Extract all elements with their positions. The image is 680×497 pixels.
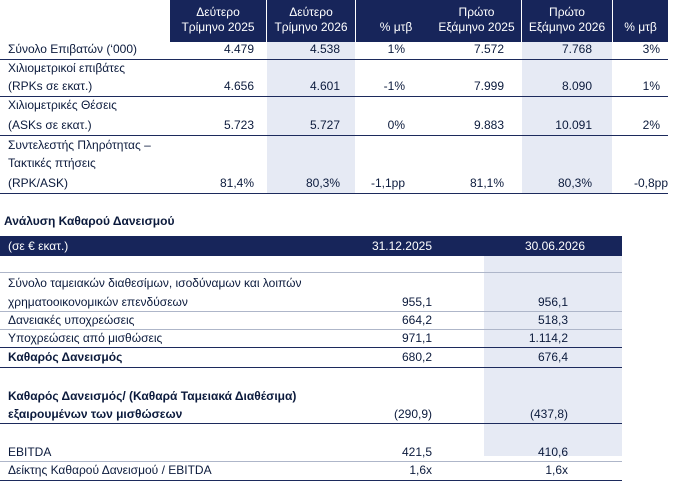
cell-value: 971,1 xyxy=(401,331,432,345)
row-divider xyxy=(0,272,622,273)
col-header-h1-2025-line1: Πρώτο xyxy=(458,5,495,19)
header-divider xyxy=(521,0,522,42)
cell-value: 1% xyxy=(642,79,660,93)
row-label: Δανειακές υποχρεώσεις xyxy=(8,313,135,327)
row-label: (ASKs σε εκατ.) xyxy=(8,118,92,132)
cell-value: 676,4 xyxy=(537,350,568,364)
row-divider xyxy=(0,480,622,481)
row-label: Χιλιομετρικές Θέσεις xyxy=(8,98,117,112)
row-label: EBITDA xyxy=(8,445,52,459)
cell-value: 518,3 xyxy=(537,313,568,327)
col-header-h1-2026: Πρώτο Εξάμηνο 2026 xyxy=(522,5,612,35)
row-divider xyxy=(0,311,622,312)
row-label: Συντελεστής Πληρότητας – xyxy=(8,138,151,152)
traffic-header-bar xyxy=(170,0,668,42)
row-divider xyxy=(0,423,622,424)
cell-value: (290,9) xyxy=(393,407,432,421)
row-label: εξαιρουμένων των μισθώσεων xyxy=(8,407,183,421)
row-label: Σύνολο Επιβατών (‘000) xyxy=(8,42,137,56)
cell-value: 81,4% xyxy=(219,176,254,190)
cell-value: 10.091 xyxy=(555,118,592,132)
header-divider xyxy=(355,0,356,42)
traffic-highlight-q2-2026 xyxy=(267,42,355,194)
col-header-30-06-2026: 30.06.2026 xyxy=(524,239,585,253)
cell-value: -1,1pp xyxy=(370,176,405,190)
cell-value: 956,1 xyxy=(537,295,568,309)
col-header-q2-2026-line1: Δεύτερο xyxy=(289,5,333,19)
header-divider xyxy=(612,0,613,42)
col-header-h1-2025-line2: Εξάμηνο 2025 xyxy=(438,20,515,34)
col-header-q2-2026: Δεύτερο Τρίμηνο 2026 xyxy=(267,5,355,35)
col-header-q2-2025-line1: Δεύτερο xyxy=(196,5,240,19)
col-header-h1-2026-line1: Πρώτο xyxy=(549,5,585,19)
cell-value: 664,2 xyxy=(401,313,432,327)
col-header-31-12-2025: 31.12.2025 xyxy=(371,239,432,253)
cell-value: (437,8) xyxy=(529,407,568,421)
cell-value: 4.656 xyxy=(223,79,254,93)
row-divider xyxy=(0,96,668,97)
row-divider xyxy=(0,461,622,462)
cell-value: 5.723 xyxy=(223,118,254,132)
col-header-h1-2025: Πρώτο Εξάμηνο 2025 xyxy=(432,5,521,35)
row-label: χρηματοοικονομικών επενδύσεων xyxy=(8,295,188,309)
row-label: (RPK/ASK) xyxy=(8,176,69,190)
cell-value: 80,3% xyxy=(305,176,340,190)
row-label: Σύνολο ταμειακών διαθεσίμων, ισοδύναμων … xyxy=(8,276,302,290)
cell-value: 1,6x xyxy=(409,463,432,477)
cell-value: 1.114,2 xyxy=(528,331,568,345)
row-label: Καθαρός Δανεισμός/ (Καθαρά Ταμειακά Διαθ… xyxy=(8,389,297,403)
cell-value: 1% xyxy=(387,42,405,56)
row-label: Τακτικές πτήσεις xyxy=(8,156,96,170)
cell-value: 410,6 xyxy=(537,445,568,459)
row-label: Υποχρεώσεις από μισθώσεις xyxy=(8,331,163,345)
section-title: Ανάλυση Καθαρού Δανεισμού xyxy=(4,214,175,228)
cell-value: 80,3% xyxy=(557,176,592,190)
row-label-net-debt: Καθαρός Δανεισμός xyxy=(8,350,123,364)
row-divider xyxy=(0,329,622,330)
cell-value: 81,1% xyxy=(469,176,504,190)
cell-value: 0% xyxy=(387,118,405,132)
row-label: (RPKs σε εκατ.) xyxy=(8,79,93,93)
col-header-pct2: % μτβ xyxy=(624,20,657,34)
cell-value: 4.538 xyxy=(309,42,340,56)
cell-value: 421,5 xyxy=(401,445,432,459)
cell-value: 955,1 xyxy=(401,295,432,309)
cell-value: 7.572 xyxy=(473,42,504,56)
cell-value: 9.883 xyxy=(473,118,504,132)
col-header-q2-2026-line2: Τρίμηνο 2026 xyxy=(274,20,348,34)
debt-highlight-col2 xyxy=(484,256,622,456)
cell-value: 3% xyxy=(642,42,660,56)
cell-value: 680,2 xyxy=(401,350,432,364)
cell-value: -0,8pp xyxy=(633,176,668,190)
col-header-q2-2025: Δεύτερο Τρίμηνο 2025 xyxy=(170,5,266,35)
cell-value: 8.090 xyxy=(561,79,592,93)
col-header-q2-2025-line2: Τρίμηνο 2025 xyxy=(181,20,255,34)
col-header-h1-2026-line2: Εξάμηνο 2026 xyxy=(528,20,606,34)
debt-header-bar xyxy=(0,236,622,256)
cell-value: 1,6x xyxy=(545,463,568,477)
unit-label: (σε € εκατ.) xyxy=(8,239,69,253)
cell-value: 2% xyxy=(642,118,660,132)
cell-value: -1% xyxy=(383,79,405,93)
row-divider xyxy=(0,135,668,136)
row-label: Χιλιομετρικοί επιβάτες xyxy=(8,61,126,75)
traffic-highlight-h1-2026 xyxy=(522,42,612,194)
cell-value: 7.768 xyxy=(561,42,592,56)
row-label: Δείκτης Καθαρού Δανεισμού / EBITDA xyxy=(8,463,212,477)
header-divider xyxy=(266,0,267,42)
cell-value: 7.999 xyxy=(473,79,504,93)
cell-value: 4.479 xyxy=(223,42,254,56)
row-divider xyxy=(0,193,668,194)
cell-value: 4.601 xyxy=(309,79,340,93)
col-header-pct: % μτβ xyxy=(379,20,413,34)
row-divider xyxy=(0,59,668,60)
row-divider xyxy=(0,367,622,368)
cell-value: 5.727 xyxy=(309,118,340,132)
row-divider xyxy=(0,347,622,348)
